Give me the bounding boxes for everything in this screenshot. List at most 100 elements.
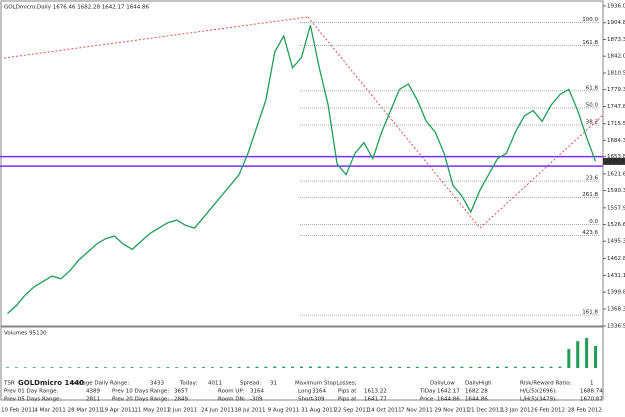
volume-bar — [549, 366, 553, 368]
volume-bar — [308, 366, 312, 368]
y-tick-label: 1431.10 — [607, 273, 625, 279]
x-tick-label: 6 Feb 2012 — [534, 408, 565, 414]
info-text: 2849 — [174, 397, 188, 403]
info-text: 4011 — [208, 381, 222, 387]
volume-bar — [157, 367, 161, 368]
volume-bar — [14, 367, 18, 368]
volume-bar — [237, 366, 241, 368]
x-tick-label: 13 Jan 2012 — [501, 408, 534, 414]
info-text: 31 — [270, 381, 277, 387]
y-tick-label: 1904.80 — [607, 20, 625, 26]
volume-bar — [95, 367, 99, 368]
volume-bar — [415, 366, 419, 368]
volume-bar — [219, 367, 223, 368]
volume-bar — [184, 367, 188, 368]
x-tick-label: 21 Dec 2011 — [468, 408, 503, 414]
volume-bar — [513, 366, 517, 368]
info-text: Room DN: — [218, 397, 246, 403]
volume-bar — [68, 367, 72, 368]
y-tick-label: 1747.80 — [607, 104, 625, 110]
info-text: TSR — [3, 381, 15, 387]
volume-bar — [326, 366, 330, 368]
fib-label: 38.2 — [586, 120, 598, 126]
info-text: 3164 — [250, 389, 264, 395]
volume-bar — [567, 349, 571, 368]
volume-bar — [282, 366, 286, 368]
volume-bar — [451, 366, 455, 368]
info-text: 1688.74 — [580, 389, 603, 395]
volume-bar — [291, 366, 295, 368]
volume-bar — [121, 367, 125, 368]
fib-label: 161.8 — [582, 310, 598, 316]
y-tick-label: 1810.55 — [607, 70, 625, 76]
info-text: Average Daily Range: — [70, 381, 129, 387]
info-text: Pips at — [338, 389, 357, 395]
info-text: 3433 — [150, 381, 164, 387]
fib-label: 100.0 — [582, 17, 598, 23]
y-tick-label: 1873.30 — [607, 37, 625, 43]
info-text: Pips at — [338, 397, 357, 403]
x-tick-label: 29 Nov 2011 — [434, 408, 469, 414]
info-text: 1682.28 — [465, 389, 488, 395]
chart-title: GOLDmicro,Daily 1676.46 1682.28 1642.17 … — [4, 5, 149, 11]
trend-line — [307, 16, 481, 229]
x-tick-label: 28 Feb 2012 — [568, 408, 602, 414]
fib-label: 423.6 — [582, 230, 598, 236]
volume-bar — [32, 367, 36, 368]
volume-bar — [487, 366, 491, 368]
fib-label: 61.8 — [586, 85, 599, 91]
y-tick-label: 1399.85 — [607, 290, 625, 296]
volume-bar — [478, 366, 482, 368]
volume-bar — [300, 366, 303, 368]
volume-bar — [442, 366, 446, 368]
info-text: 1 — [590, 381, 594, 387]
info-text: Price — [420, 397, 434, 403]
volume-bar — [540, 366, 544, 368]
volume-bar — [460, 366, 464, 368]
x-tick-label: 19 Apr 2011 — [101, 408, 135, 414]
info-text: H/L(5)(2696): — [520, 389, 557, 395]
info-text: Maximum StopLosses; — [295, 381, 357, 387]
info-text: 1644.86 — [465, 397, 488, 403]
volume-bar — [228, 367, 232, 368]
volume-bar — [23, 367, 27, 368]
info-text: Spread: — [240, 381, 261, 387]
fib-label: 23.6 — [586, 176, 599, 182]
y-tick-label: 1936.05 — [607, 4, 625, 10]
volume-panel — [0, 326, 604, 401]
volume-bar — [139, 367, 143, 368]
y-tick-label: 1590.30 — [607, 188, 625, 194]
volume-bar — [353, 366, 357, 368]
x-tick-label: 10 Feb 2011 — [1, 408, 35, 414]
info-text: 1641.77 — [364, 397, 387, 403]
volume-bar — [424, 366, 428, 368]
info-text: 1642.17 — [437, 389, 460, 395]
volume-bar — [246, 366, 250, 368]
info-text: L/H(5)(3479): — [520, 397, 557, 403]
volume-label: Volumes 95130 — [4, 331, 47, 337]
volume-bar — [264, 366, 268, 368]
current-price-label: 1644.86 — [605, 159, 625, 165]
volume-bar — [59, 367, 63, 368]
info-text: Short — [298, 397, 314, 403]
y-tick-label: 1368.35 — [607, 307, 625, 313]
volume-bar — [41, 367, 45, 368]
volume-bar — [255, 366, 259, 368]
x-tick-label: 22 Sep 2011 — [334, 408, 369, 414]
volume-bar — [380, 366, 384, 368]
info-text: 2811 — [86, 397, 100, 403]
volume-bar — [469, 366, 473, 368]
info-text: Prev 20 Days Range: — [112, 397, 169, 403]
volume-bar — [398, 366, 402, 368]
y-tick-label: 1336.50 — [607, 324, 625, 330]
volume-bar — [148, 367, 152, 368]
volume-bar — [210, 367, 214, 368]
x-tick-label: 14 Oct 2011 — [368, 408, 402, 414]
x-tick-label: 11 May 2011 — [134, 408, 170, 414]
y-tick-label: 1715.55 — [607, 121, 625, 127]
x-tick-label: 18 Jul 2011 — [234, 408, 265, 414]
info-text: -309 — [312, 397, 325, 403]
volume-bar — [201, 367, 205, 368]
